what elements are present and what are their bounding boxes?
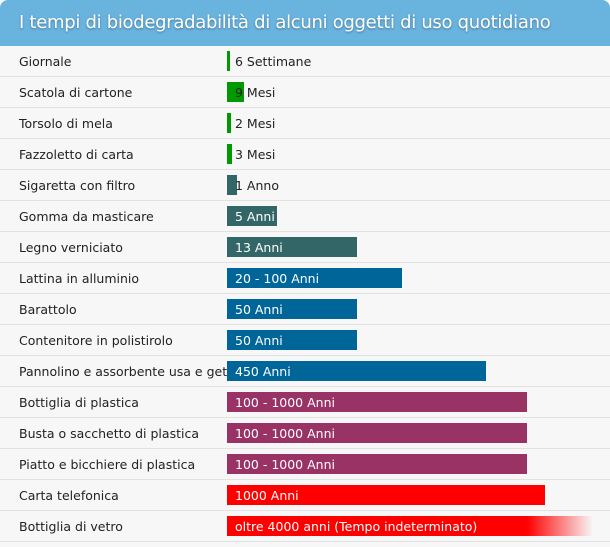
duration-value: 1000 Anni	[235, 488, 299, 503]
item-name: Barattolo	[19, 302, 77, 317]
duration-value: 1 Anno	[235, 178, 279, 193]
list-item: Scatola di cartone 9 Mesi	[0, 77, 610, 108]
item-name: Lattina in alluminio	[19, 271, 140, 286]
duration-value: oltre 4000 anni (Tempo indeterminato)	[235, 519, 478, 534]
list-item: Pannolino e assorbente usa e getta 450 A…	[0, 356, 610, 387]
list-item: Giornale 6 Settimane	[0, 46, 610, 77]
panel-title: I tempi di biodegradabilità di alcuni og…	[0, 0, 610, 46]
item-name: Pannolino e assorbente usa e getta	[19, 364, 240, 379]
duration-bar	[227, 51, 230, 71]
item-name: Torsolo di mela	[19, 116, 113, 131]
list-item: Gomma da masticare 5 Anni	[0, 201, 610, 232]
duration-value: 100 - 1000 Anni	[235, 395, 335, 410]
list-item: Legno verniciato 13 Anni	[0, 232, 610, 263]
duration-value: 100 - 1000 Anni	[235, 426, 335, 441]
list-item: Bottiglia di plastica 100 - 1000 Anni	[0, 387, 610, 418]
duration-bar	[227, 330, 357, 350]
list-item: Carta telefonica 1000 Anni	[0, 480, 610, 511]
duration-value: 6 Settimane	[235, 54, 312, 69]
duration-bar	[227, 392, 527, 412]
item-name: Fazzoletto di carta	[19, 147, 134, 162]
duration-bar	[227, 113, 231, 133]
duration-value: 13 Anni	[235, 240, 283, 255]
list-item: Lattina in alluminio 20 - 100 Anni	[0, 263, 610, 294]
duration-value: 450 Anni	[235, 364, 291, 379]
duration-bar	[227, 268, 402, 288]
items-list: Giornale 6 Settimane Scatola di cartone 9…	[0, 46, 610, 542]
duration-value: 20 - 100 Anni	[235, 271, 320, 286]
duration-value: 50 Anni	[235, 333, 283, 348]
item-name: Busta o sacchetto di plastica	[19, 426, 199, 441]
duration-value: 50 Anni	[235, 302, 283, 317]
item-name: Contenitore in polistirolo	[19, 333, 173, 348]
duration-bar	[227, 485, 545, 505]
item-name: Piatto e bicchiere di plastica	[19, 457, 196, 472]
list-item: Fazzoletto di carta 3 Mesi	[0, 139, 610, 170]
duration-value: 5 Anni	[235, 209, 275, 224]
list-item: Bottiglia di vetro oltre 4000 anni (Temp…	[0, 511, 610, 542]
item-name: Carta telefonica	[19, 488, 119, 503]
duration-bar	[227, 423, 527, 443]
list-item: Contenitore in polistirolo 50 Anni	[0, 325, 610, 356]
item-name: Scatola di cartone	[19, 85, 133, 100]
item-name: Legno verniciato	[19, 240, 123, 255]
duration-bar	[227, 144, 232, 164]
duration-value: 100 - 1000 Anni	[235, 457, 335, 472]
duration-value: 2 Mesi	[235, 116, 276, 131]
list-item: Piatto e bicchiere di plastica 100 - 100…	[0, 449, 610, 480]
duration-value: 9 Mesi	[235, 85, 276, 100]
list-item: Busta o sacchetto di plastica 100 - 1000…	[0, 418, 610, 449]
list-item: Sigaretta con filtro 1 Anno	[0, 170, 610, 201]
duration-bar	[227, 299, 357, 319]
duration-bar	[227, 454, 527, 474]
duration-bar	[227, 361, 486, 381]
duration-value: 3 Mesi	[235, 147, 276, 162]
duration-bar	[227, 82, 244, 102]
duration-bar	[227, 516, 593, 536]
item-name: Bottiglia di plastica	[19, 395, 139, 410]
item-name: Giornale	[19, 54, 72, 69]
item-name: Bottiglia di vetro	[19, 519, 123, 534]
duration-bar	[227, 237, 357, 257]
item-name: Sigaretta con filtro	[19, 178, 136, 193]
duration-bar	[227, 206, 277, 226]
item-name: Gomma da masticare	[19, 209, 154, 224]
list-item: Barattolo 50 Anni	[0, 294, 610, 325]
list-item: Torsolo di mela 2 Mesi	[0, 108, 610, 139]
duration-bar	[227, 175, 237, 195]
